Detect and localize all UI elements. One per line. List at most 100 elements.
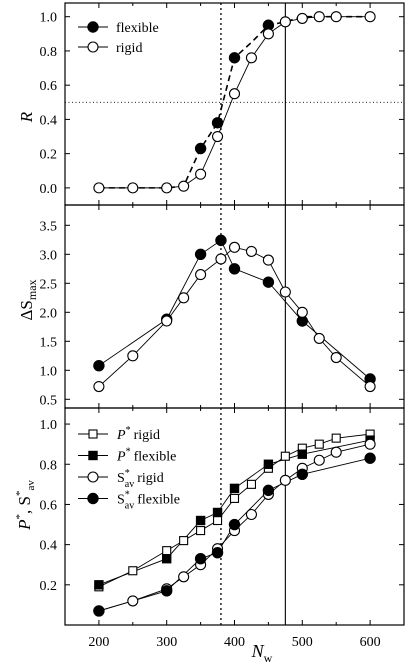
data-point-2-0-1 — [128, 566, 138, 576]
legend-bottom-label-2: S* av rigid — [117, 468, 164, 490]
series-line-2-3 — [98, 457, 371, 612]
x-tick-label-1: 300 — [156, 635, 177, 650]
legend-top-label-0: flexible — [116, 21, 159, 36]
y-tick-label-0-0: 0.0 — [40, 182, 58, 197]
legend-bottom-marker-2 — [87, 471, 99, 483]
legend-bottom-marker-0 — [88, 429, 98, 439]
data-point-0-1-0 — [93, 182, 105, 194]
data-point-2-2-12 — [330, 446, 342, 458]
data-point-2-3-6 — [296, 468, 308, 481]
y-tick-label-1-2: 1.5 — [40, 335, 58, 350]
data-point-0-1-12 — [330, 11, 342, 23]
data-point-1-1-8 — [262, 254, 274, 266]
y-tick-label-1-6: 3.5 — [40, 219, 58, 234]
x-tick-label-0: 200 — [88, 635, 109, 650]
data-point-1-0-3 — [215, 234, 227, 247]
y-tick-label-1-1: 1.0 — [40, 364, 58, 379]
data-point-0-1-7 — [245, 52, 257, 64]
data-point-1-0-2 — [194, 248, 207, 261]
x-axis-label-sub: w — [264, 651, 273, 665]
y-tick-label-0-2: 0.4 — [40, 113, 58, 128]
data-point-2-1-6 — [297, 449, 308, 459]
data-point-2-3-4 — [228, 518, 241, 531]
series-line-1-0 — [98, 239, 371, 380]
y-axis-label-bottom-star1: * — [14, 514, 26, 520]
data-point-1-1-1 — [127, 350, 139, 362]
y-axis-label-middle-sub: max — [25, 279, 39, 300]
data-point-0-0-0 — [194, 142, 207, 155]
legend-bottom-label-1: P* flexible — [116, 447, 176, 465]
data-point-1-1-9 — [279, 286, 291, 298]
data-point-0-0-2 — [228, 52, 241, 64]
data-point-0-1-13 — [364, 11, 376, 23]
y-axis-label-middle-main: ΔS — [17, 300, 36, 320]
legend-bottom-sub-2: av — [125, 479, 134, 490]
data-point-0-1-5 — [212, 130, 224, 143]
data-point-0-1-4 — [195, 168, 207, 180]
legend-bottom-main-2: S — [117, 471, 125, 486]
data-point-2-2-3 — [178, 571, 190, 583]
data-point-1-1-13 — [364, 380, 376, 393]
data-point-2-0-3 — [179, 536, 189, 546]
legend-bottom-tail-3: flexible — [137, 493, 180, 508]
data-point-2-0-2 — [162, 546, 172, 556]
y-axis-label-bottom-sub: av — [25, 480, 37, 491]
data-point-2-2-7 — [245, 508, 257, 521]
data-point-1-1-2 — [161, 315, 173, 327]
y-axis-label-bottom-s: , S — [15, 496, 34, 514]
legend-bottom-main-0: P — [116, 428, 126, 443]
data-point-0-1-8 — [262, 28, 274, 40]
legend-bottom-label-0: P* rigid — [116, 425, 160, 443]
y-axis-label-bottom-p: P — [15, 519, 34, 530]
data-point-2-1-5 — [263, 459, 274, 469]
y-tick-label-0-4: 0.8 — [40, 45, 58, 60]
data-point-2-1-0 — [94, 580, 104, 590]
data-point-1-1-4 — [195, 269, 207, 281]
data-point-2-1-1 — [162, 553, 172, 564]
data-point-0-1-2 — [161, 182, 173, 194]
y-axis-label-middle: ΔSmax — [17, 279, 39, 320]
legend-bottom-star-1: * — [126, 447, 131, 458]
data-point-2-0-12 — [331, 433, 341, 443]
y-axis-label-top: R — [17, 111, 36, 123]
y-tick-label-2-2: 0.6 — [40, 498, 58, 513]
legend-top-label-1: rigid — [116, 41, 142, 56]
data-point-1-1-3 — [178, 292, 190, 304]
legend-bottom-tail-0: rigid — [134, 428, 160, 443]
legend-bottom-star-3: * — [125, 490, 130, 501]
y-tick-label-1-0: 0.5 — [40, 393, 58, 408]
data-point-2-2-13 — [364, 438, 376, 450]
legend-bottom-main-3: S — [117, 493, 125, 508]
data-point-2-2-1 — [127, 595, 139, 607]
legend-bottom-star-2: * — [125, 468, 130, 479]
y-tick-label-0-5: 1.0 — [40, 11, 58, 26]
legend-bottom-sub-3: av — [125, 501, 134, 512]
data-point-2-3-7 — [364, 452, 376, 464]
data-series — [93, 11, 376, 617]
legend-bottom-star-0: * — [126, 425, 131, 436]
data-point-1-1-7 — [245, 245, 257, 257]
legend-bottom-marker-3 — [87, 492, 99, 505]
legend-bottom-tail-2: rigid — [137, 471, 163, 486]
data-point-2-3-3 — [211, 546, 224, 559]
panel-frame-2 — [64, 407, 405, 626]
data-point-1-1-0 — [93, 380, 105, 393]
data-point-0-1-3 — [178, 180, 190, 192]
data-point-1-0-4 — [228, 263, 241, 275]
data-point-2-1-2 — [195, 515, 206, 526]
data-point-2-1-3 — [212, 507, 223, 518]
legend-bottom-tail-1: flexible — [134, 450, 177, 465]
y-tick-label-0-3: 0.6 — [40, 79, 58, 94]
data-point-1-1-12 — [330, 351, 342, 364]
x-tick-label-3: 500 — [292, 635, 313, 650]
data-point-2-0-6 — [229, 493, 240, 503]
data-point-1-1-6 — [228, 241, 241, 253]
x-tick-label-4: 600 — [360, 635, 381, 650]
data-point-2-2-11 — [313, 454, 325, 466]
data-point-0-1-1 — [127, 182, 139, 194]
panel-frame-1 — [64, 204, 405, 409]
data-point-1-1-10 — [296, 306, 308, 318]
y-tick-label-0-1: 0.2 — [40, 148, 58, 163]
data-point-2-3-0 — [93, 605, 105, 617]
